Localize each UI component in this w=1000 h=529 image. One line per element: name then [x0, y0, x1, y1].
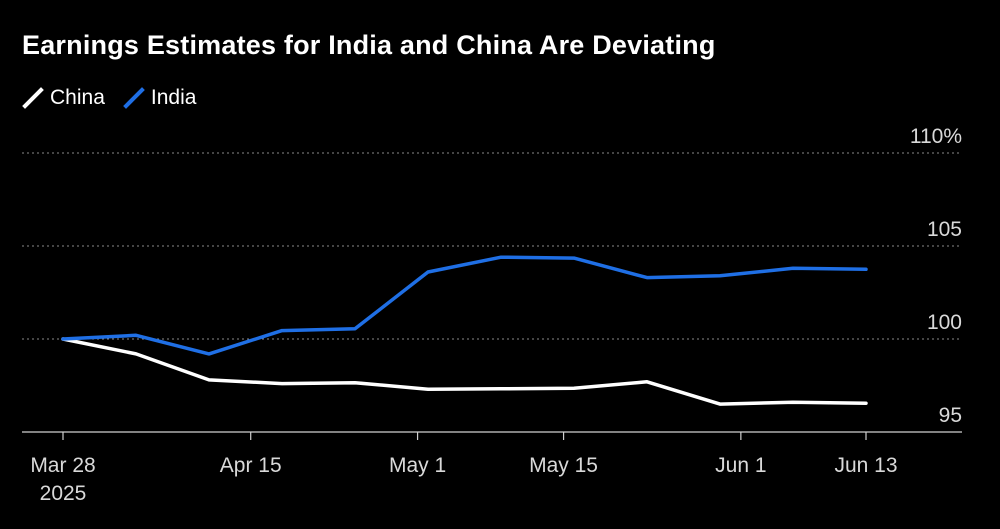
legend-item-china: China: [22, 86, 105, 110]
chart-title: Earnings Estimates for India and China A…: [22, 30, 716, 60]
legend-label-china: China: [50, 86, 105, 109]
x-tick-label-2: May 1: [389, 454, 446, 477]
y-tick-label-110: 110%: [910, 125, 962, 148]
x-tick-sublabel-year: 2025: [40, 482, 87, 505]
china-legend-swatch: [22, 87, 44, 109]
legend-label-india: India: [150, 86, 197, 109]
y-tick-label-105: 105: [927, 218, 962, 241]
x-tick-label-0: Mar 28: [30, 454, 95, 477]
y-tick-label-100: 100: [927, 311, 962, 334]
legend-item-india: India: [123, 86, 197, 110]
x-tick-label-4: Jun 1: [715, 454, 766, 477]
x-tick-label-5: Jun 13: [834, 454, 897, 477]
y-tick-label-95: 95: [939, 404, 962, 427]
series-line-india: [61, 255, 868, 356]
legend: China India: [22, 86, 214, 110]
x-tick-label-1: Apr 15: [220, 454, 282, 477]
series-line-china: [61, 337, 868, 406]
x-tick-label-3: May 15: [529, 454, 598, 477]
india-legend-swatch: [123, 87, 145, 109]
